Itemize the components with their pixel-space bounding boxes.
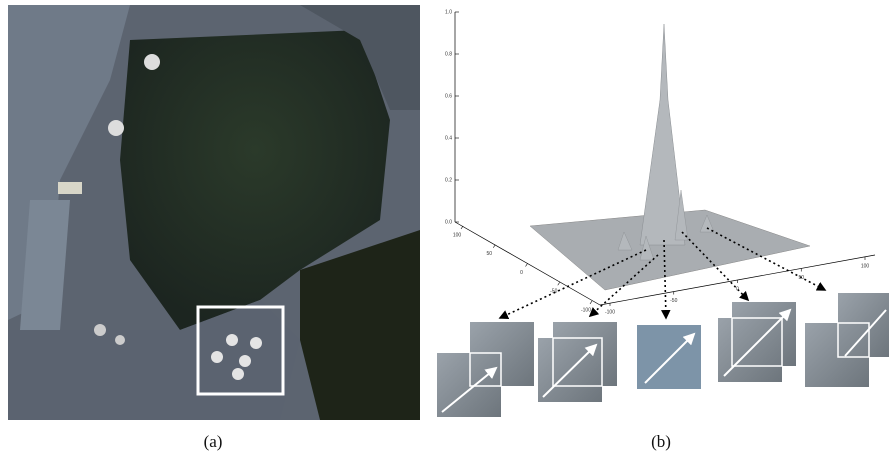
patches xyxy=(437,293,889,417)
x-tick xyxy=(493,245,495,248)
x-tick xyxy=(526,264,528,267)
z-tick-label: 0.4 xyxy=(445,135,452,141)
figure: (a) (b) xyxy=(0,0,889,457)
z-tick-label: 0.2 xyxy=(445,177,452,183)
y-tick-label: 0 xyxy=(736,286,739,292)
x-tick xyxy=(461,226,463,229)
y-tick-label: 50 xyxy=(798,275,804,281)
x-tick xyxy=(590,301,592,304)
y-tick-label: -100 xyxy=(605,309,615,315)
z-tick-label: 1.0 xyxy=(445,9,452,15)
x-tick-label: 0 xyxy=(520,270,523,276)
panel-label: (b) xyxy=(651,432,671,451)
y-tick-label: -50 xyxy=(670,298,677,304)
x-tick-label: 50 xyxy=(486,251,492,257)
surface-plot: 0.0 0.2 0.4 0.6 0.8 1.0 100 50 0 -50 -100 -100 -50 0 5… xyxy=(437,9,889,417)
panel-label: (a) xyxy=(204,432,223,451)
aerial-image xyxy=(8,5,420,420)
y-tick-label: 100 xyxy=(861,263,870,269)
x-tick-label: -100 xyxy=(581,307,591,313)
x-tick-label: 100 xyxy=(453,232,462,238)
x-tick-label: -50 xyxy=(550,289,557,295)
z-tick-label: 0.0 xyxy=(445,219,452,225)
z-tick-label: 0.8 xyxy=(445,51,452,57)
x-tick xyxy=(558,282,560,285)
z-tick-label: 0.6 xyxy=(445,93,452,99)
